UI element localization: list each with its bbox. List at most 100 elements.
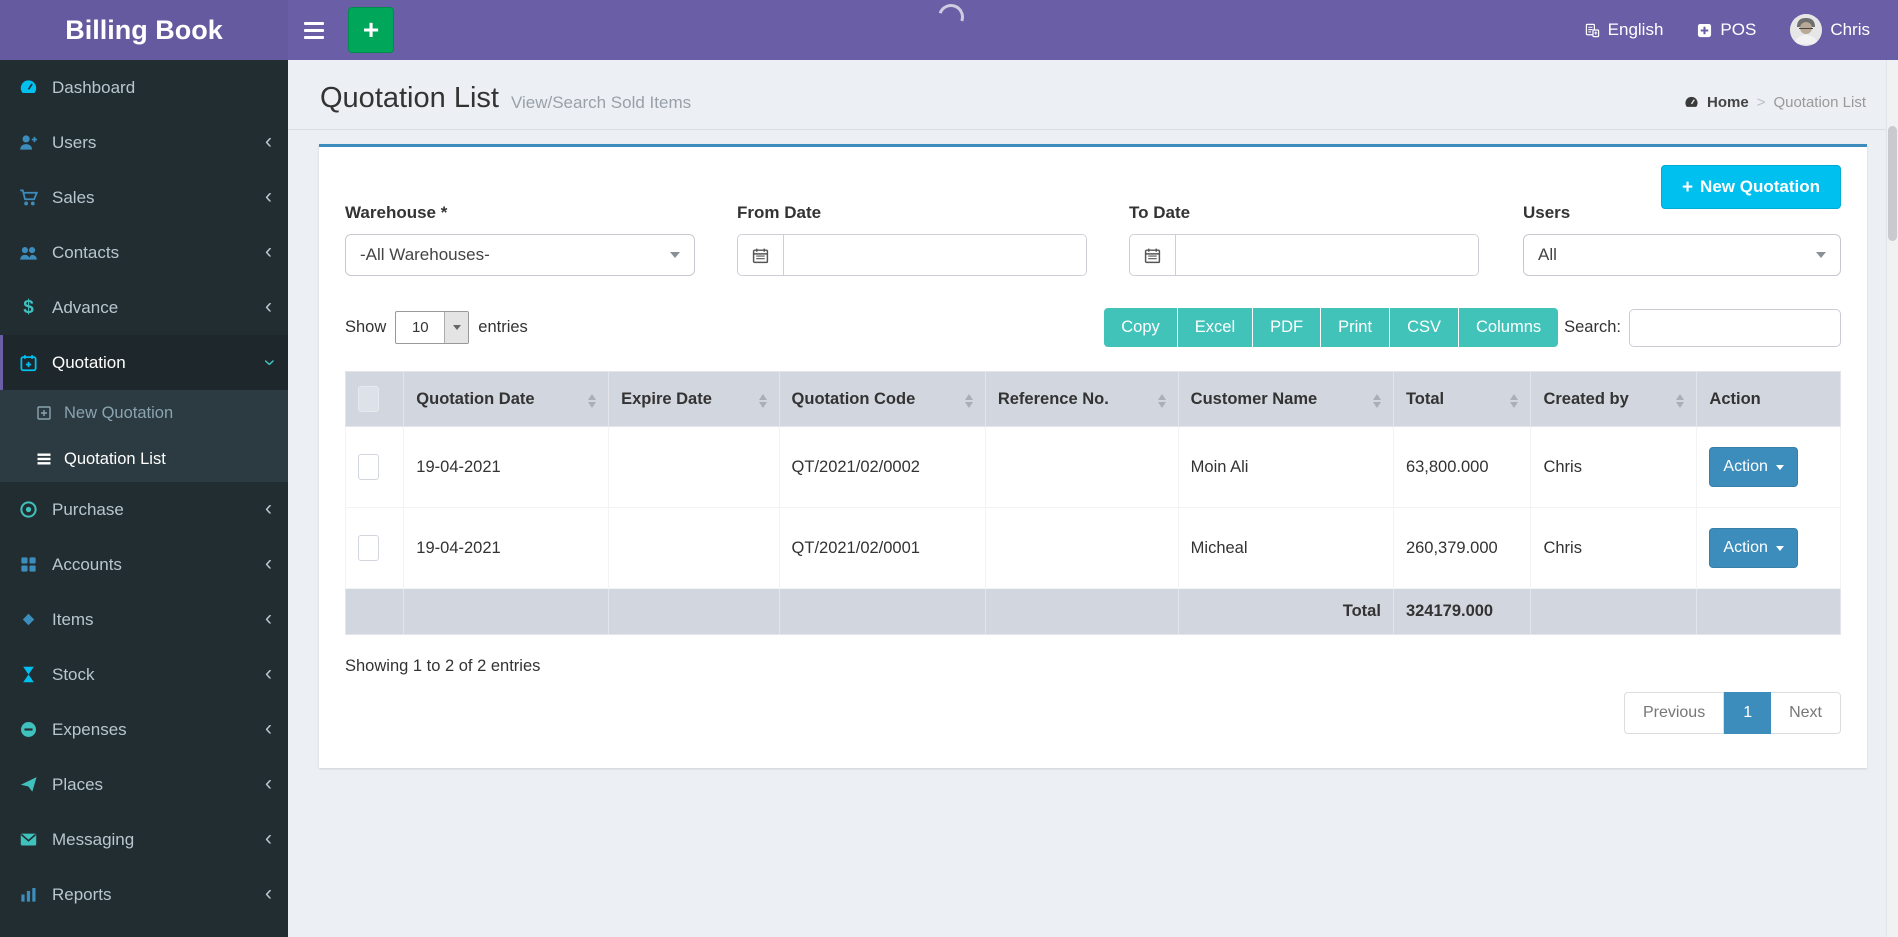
sidebar-item-label: Accounts: [52, 554, 122, 574]
breadcrumb-separator: >: [1756, 94, 1766, 111]
sidebar-item-expenses[interactable]: Expenses ‹: [0, 702, 288, 757]
sidebar-item-label: Messaging: [52, 829, 135, 849]
caret-down-icon: [1775, 545, 1784, 551]
warehouse-select[interactable]: -All Warehouses-: [345, 234, 695, 276]
sidebar-item-messaging[interactable]: Messaging ‹: [0, 812, 288, 867]
items-icon: [22, 613, 35, 626]
quotation-list-card: + New Quotation Warehouse * -All Warehou…: [319, 144, 1867, 768]
row-checkbox[interactable]: [358, 454, 379, 480]
sidebar-item-sales[interactable]: Sales ‹: [0, 170, 288, 225]
column-header-expire-date[interactable]: Expire Date: [608, 371, 780, 427]
new-quotation-button[interactable]: + New Quotation: [1660, 165, 1841, 209]
page-length-select[interactable]: 10: [395, 311, 470, 344]
sidebar-item-label: Expenses: [52, 719, 127, 739]
language-menu[interactable]: English: [1585, 20, 1663, 40]
to-date-input[interactable]: [1176, 235, 1478, 275]
column-header-quotation-date[interactable]: Quotation Date: [403, 371, 610, 427]
warehouse-filter: Warehouse * -All Warehouses-: [345, 203, 695, 276]
column-header-customer-name[interactable]: Customer Name: [1177, 371, 1394, 427]
chevron-down-icon: ‹: [257, 359, 280, 366]
from-date-label: From Date: [737, 203, 822, 222]
user-menu[interactable]: Chris: [1790, 14, 1870, 46]
page-1-button[interactable]: 1: [1724, 692, 1772, 734]
chevron-down-icon: [1816, 252, 1826, 258]
table-row: 19-04-2021 QT/2021/02/0002 Moin Ali 63,8…: [344, 426, 1841, 508]
print-button[interactable]: Print: [1321, 308, 1391, 347]
sidebar-item-stock[interactable]: Stock ‹: [0, 647, 288, 702]
row-action-button[interactable]: Action: [1709, 528, 1798, 568]
users-select[interactable]: All: [1523, 234, 1841, 276]
sidebar-item-dashboard[interactable]: Dashboard: [0, 60, 288, 115]
select-all-checkbox[interactable]: [358, 386, 379, 412]
sort-icon: [588, 393, 597, 408]
sidebar-subitem-label: New Quotation: [64, 403, 174, 422]
sidebar-item-label: Sales: [52, 187, 95, 207]
pos-button[interactable]: POS: [1697, 20, 1756, 40]
caret-down-icon: [1775, 464, 1784, 470]
stock-hourglass-icon: [23, 666, 34, 683]
sidebar-toggle-button[interactable]: [288, 0, 340, 60]
column-header-reference-no[interactable]: Reference No.: [984, 371, 1179, 427]
search-input[interactable]: [1629, 308, 1841, 347]
sidebar-item-contacts[interactable]: Contacts ‹: [0, 225, 288, 280]
copy-button[interactable]: Copy: [1104, 308, 1178, 347]
pdf-button[interactable]: PDF: [1253, 308, 1322, 347]
quick-add-button[interactable]: +: [348, 7, 394, 53]
reports-chart-icon: [21, 887, 36, 902]
column-header-total[interactable]: Total: [1392, 371, 1532, 427]
next-page-button[interactable]: Next: [1771, 692, 1841, 734]
sidebar-item-label: Dashboard: [52, 77, 136, 97]
sidebar-item-quotation[interactable]: Quotation ‹: [0, 335, 288, 390]
to-date-filter: To Date: [1129, 203, 1479, 276]
chevron-left-icon: ‹: [265, 772, 272, 795]
users-label: Users: [1523, 203, 1571, 222]
sidebar-item-places[interactable]: Places ‹: [0, 757, 288, 812]
sidebar-item-purchase[interactable]: Purchase ‹: [0, 482, 288, 537]
chevron-left-icon: ‹: [265, 130, 272, 153]
sidebar-item-accounts[interactable]: Accounts ‹: [0, 537, 288, 592]
sidebar-item-users[interactable]: Users ‹: [0, 115, 288, 170]
from-date-input[interactable]: [784, 235, 1086, 275]
chevron-down-icon: [670, 252, 680, 258]
sidebar-item-label: Places: [52, 774, 104, 794]
sidebar-item-label: Users: [52, 132, 97, 152]
sidebar-item-items[interactable]: Items ‹: [0, 592, 288, 647]
excel-button[interactable]: Excel: [1177, 308, 1254, 347]
top-navbar: Billing Book + English: [0, 0, 1898, 60]
calendar-icon: [738, 235, 784, 275]
columns-button[interactable]: Columns: [1459, 308, 1559, 347]
sidebar-subitem-quotation-list[interactable]: Quotation List: [0, 436, 288, 482]
loading-spinner: [933, 0, 969, 35]
row-checkbox[interactable]: [358, 535, 379, 561]
pos-plus-icon: [1698, 23, 1712, 37]
customer-name-cell: Moin Ali: [1177, 426, 1394, 508]
page-length-control: Show 10 entries: [345, 311, 528, 344]
row-action-button[interactable]: Action: [1709, 447, 1798, 487]
table-header-row: Quotation Date Expire Date Quotation Cod…: [344, 371, 1841, 427]
csv-button[interactable]: CSV: [1390, 308, 1460, 347]
created-by-cell: Chris: [1530, 426, 1698, 508]
column-header-quotation-code[interactable]: Quotation Code: [778, 371, 986, 427]
expire-date-cell: [608, 426, 780, 508]
chevron-left-icon: ‹: [265, 240, 272, 263]
sidebar-subitem-new-quotation[interactable]: New Quotation: [0, 390, 288, 436]
column-header-created-by[interactable]: Created by: [1530, 371, 1698, 427]
scrollbar-track[interactable]: [1886, 60, 1898, 937]
hamburger-icon: [304, 21, 324, 25]
breadcrumb: Home > Quotation List: [1684, 94, 1866, 115]
app-logo[interactable]: Billing Book: [0, 0, 288, 60]
breadcrumb-home[interactable]: Home: [1706, 94, 1749, 111]
previous-page-button[interactable]: Previous: [1623, 692, 1725, 734]
chevron-left-icon: ‹: [265, 717, 272, 740]
select-arrow-icon: [444, 312, 469, 343]
quotation-submenu: New Quotation Quotation List: [0, 390, 288, 482]
reference-no-cell: [984, 507, 1179, 589]
sort-icon: [964, 393, 973, 408]
page-length-value: 10: [411, 319, 429, 336]
scrollbar-thumb[interactable]: [1888, 126, 1897, 241]
advance-dollar-icon: $: [23, 296, 34, 318]
quotation-date-cell: 19-04-2021: [403, 507, 610, 589]
sidebar-item-warehouse[interactable]: Warehouse ‹: [0, 922, 288, 937]
sidebar-item-reports[interactable]: Reports ‹: [0, 867, 288, 922]
sidebar-item-advance[interactable]: $ Advance ‹: [0, 280, 288, 335]
